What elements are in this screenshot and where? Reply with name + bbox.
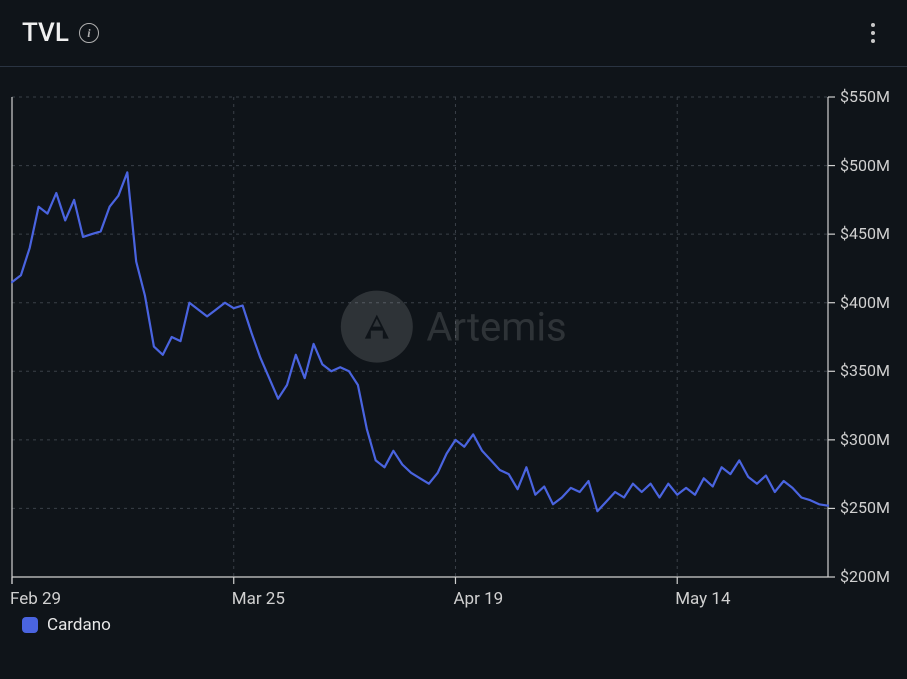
- y-axis-label: $450M: [840, 224, 890, 243]
- x-axis-label: Mar 25: [232, 589, 285, 609]
- chart-header: TVL i: [0, 0, 907, 67]
- line-chart: [0, 67, 907, 615]
- info-icon[interactable]: i: [79, 23, 99, 43]
- header-left: TVL i: [22, 18, 99, 48]
- y-axis-label: $300M: [840, 430, 890, 449]
- x-axis-label: Apr 19: [453, 589, 503, 609]
- y-axis-label: $550M: [840, 87, 890, 106]
- y-axis-label: $500M: [840, 156, 890, 175]
- chart-area: Artemis $200M$250M$300M$350M$400M$450M$5…: [0, 67, 907, 615]
- y-axis-label: $350M: [840, 361, 890, 380]
- y-axis-label: $250M: [840, 498, 890, 517]
- legend-swatch: [22, 617, 38, 633]
- legend-label: Cardano: [47, 615, 111, 635]
- y-axis-label: $200M: [840, 567, 890, 586]
- chart-legend: Cardano: [0, 615, 907, 653]
- y-axis-label: $400M: [840, 293, 890, 312]
- kebab-menu-icon[interactable]: [861, 21, 885, 45]
- x-axis-label: May 14: [675, 589, 730, 609]
- chart-title: TVL: [22, 18, 69, 48]
- x-axis-label: Feb 29: [10, 589, 61, 609]
